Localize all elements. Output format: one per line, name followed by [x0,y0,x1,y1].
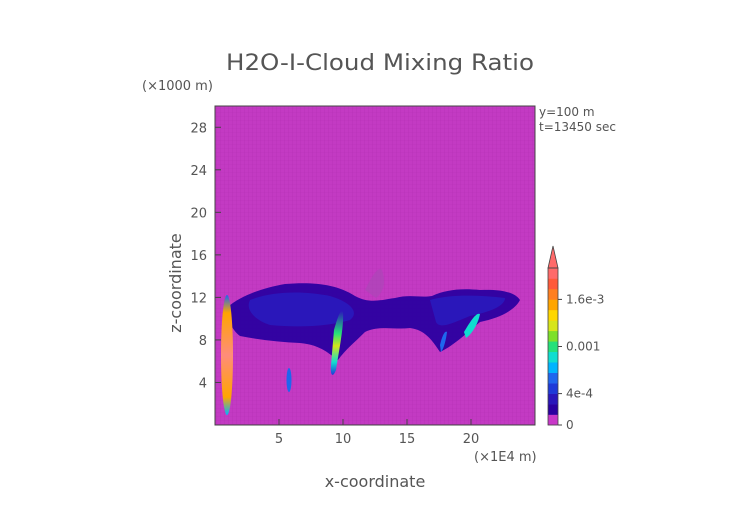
colorbar-segment [548,309,558,321]
colorbar-label: 0.001 [566,340,600,354]
x-tick-label: 5 [275,432,283,447]
chart-title: H2O-I-Cloud Mixing Ratio [226,51,534,76]
x-unit-label: (×1E4 m) [474,450,537,465]
colorbar-segment [548,268,558,279]
annotation-y: y=100 m [539,105,595,119]
colorbar-segment [548,341,558,353]
colorbar-segment [548,362,558,373]
y-axis-label: z-coordinate [166,233,185,333]
cloud-band-inner-right [430,295,505,326]
colorbar-segment [548,393,558,405]
y-tick-label: 8 [199,334,207,349]
colorbar-segment [548,383,558,394]
small-patch [286,368,292,392]
x-tick-label: 10 [335,432,352,447]
colorbar-segment [548,351,558,363]
colorbar-segment [548,330,558,342]
colorbar-segment [548,404,558,415]
mid-streak [330,310,344,375]
y-tick-label: 12 [190,291,207,306]
high-column [221,295,233,415]
right-streak [464,313,480,338]
y-tick-label: 24 [190,164,207,179]
colorbar-segment [548,372,558,384]
x-tick-label: 20 [463,432,480,447]
colorbar-segment [548,278,558,290]
colorbar-segment [548,320,558,332]
plot-background [215,106,535,425]
upper-faint-region [365,269,384,298]
colorbar-segment [548,299,558,311]
y-tick-label: 4 [199,376,207,391]
y-tick-label: 28 [190,121,207,136]
colorbar-label: 4e-4 [566,387,593,401]
colorbar-segment [548,414,558,426]
y-unit-label: (×1000 m) [142,79,213,94]
plot-frame [214,105,536,426]
plot-area: 5 10 15 20 4 8 12 16 20 24 28 [190,105,536,447]
colorbar-overflow-triangle [547,245,559,269]
y-tick-label: 20 [190,206,207,221]
x-axis-ticks: 5 10 15 20 [275,419,479,447]
colorbar-label: 0 [566,418,574,432]
x-axis-label: x-coordinate [325,472,426,491]
cloud-band-inner [248,292,354,327]
y-tick-label: 16 [190,249,207,264]
annotation-t: t=13450 sec [539,120,616,134]
x-tick-label: 15 [399,432,416,447]
colorbar-label: 1.6e-3 [566,292,604,306]
colorbar: 0 4e-4 0.001 1.6e-3 [547,245,604,432]
y-axis-ticks: 4 8 12 16 20 24 28 [190,121,221,391]
colorbar-segment [548,288,558,300]
cloud-features [221,269,520,415]
right-small-streak [440,331,447,352]
